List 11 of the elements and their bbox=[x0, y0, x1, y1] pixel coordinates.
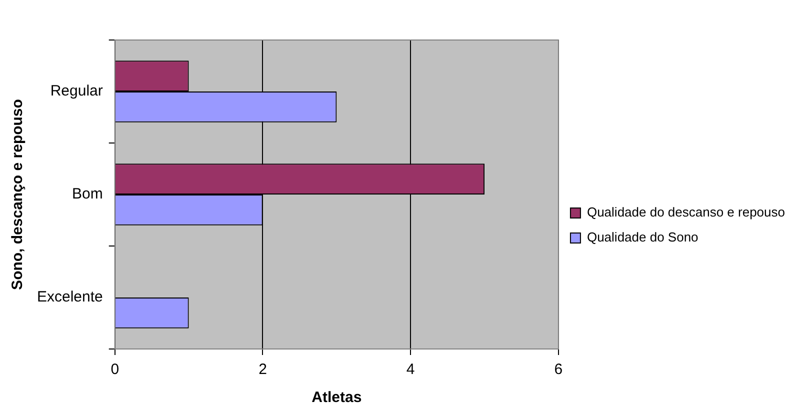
x-tick-label: 2 bbox=[258, 361, 267, 378]
y-tick-label: Excelente bbox=[37, 288, 103, 306]
legend-label: Qualidade do descanso e repouso bbox=[586, 204, 786, 220]
y-axis-title: Sono, descanço e repouso bbox=[9, 99, 26, 290]
x-axis-title: Atletas bbox=[312, 389, 362, 406]
x-tick-label: 6 bbox=[554, 361, 563, 378]
y-tick-label: Bom bbox=[72, 186, 103, 203]
legend-label: Qualidade do Sono bbox=[586, 230, 698, 245]
y-tick-label: Regular bbox=[50, 82, 103, 100]
x-tick-label: 4 bbox=[406, 361, 415, 378]
x-tick-label: 0 bbox=[110, 361, 120, 378]
